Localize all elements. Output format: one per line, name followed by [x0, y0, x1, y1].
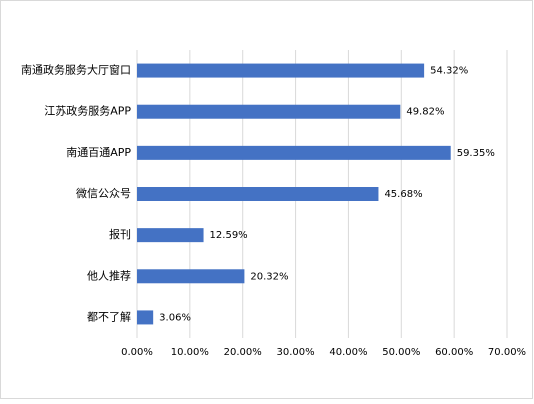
x-tick-label: 10.00%: [171, 347, 209, 358]
bar: [137, 228, 204, 243]
bar: [137, 63, 425, 78]
y-tick-label: 报刊: [109, 227, 131, 241]
y-tick-label: 都不了解: [87, 309, 131, 323]
value-label: 45.68%: [384, 189, 422, 200]
x-tick-label: 70.00%: [488, 347, 526, 358]
y-tick-label: 南通政务服务大厅窗口: [21, 63, 131, 77]
value-label: 49.82%: [406, 107, 444, 118]
x-tick-label: 60.00%: [435, 347, 473, 358]
value-label: 54.32%: [430, 66, 468, 77]
bar: [137, 269, 245, 284]
bar: [137, 310, 154, 325]
x-tick-label: 50.00%: [382, 347, 420, 358]
x-tick-label: 40.00%: [329, 347, 367, 358]
y-tick-label: 南通百通APP: [66, 146, 131, 159]
y-tick-label: 江苏政务服务APP: [44, 104, 131, 118]
x-tick-label: 20.00%: [224, 347, 262, 358]
value-label: 20.32%: [250, 271, 288, 282]
value-label: 12.59%: [210, 230, 248, 241]
bar: [137, 187, 379, 201]
bar: [137, 145, 451, 160]
y-tick-label: 微信公众号: [76, 186, 131, 200]
value-label: 3.06%: [159, 312, 191, 323]
value-label: 59.35%: [457, 148, 495, 159]
x-tick-label: 0.00%: [121, 347, 153, 358]
bar: [137, 104, 401, 119]
x-tick-label: 30.00%: [277, 347, 315, 358]
y-tick-label: 他人推荐: [87, 268, 131, 282]
